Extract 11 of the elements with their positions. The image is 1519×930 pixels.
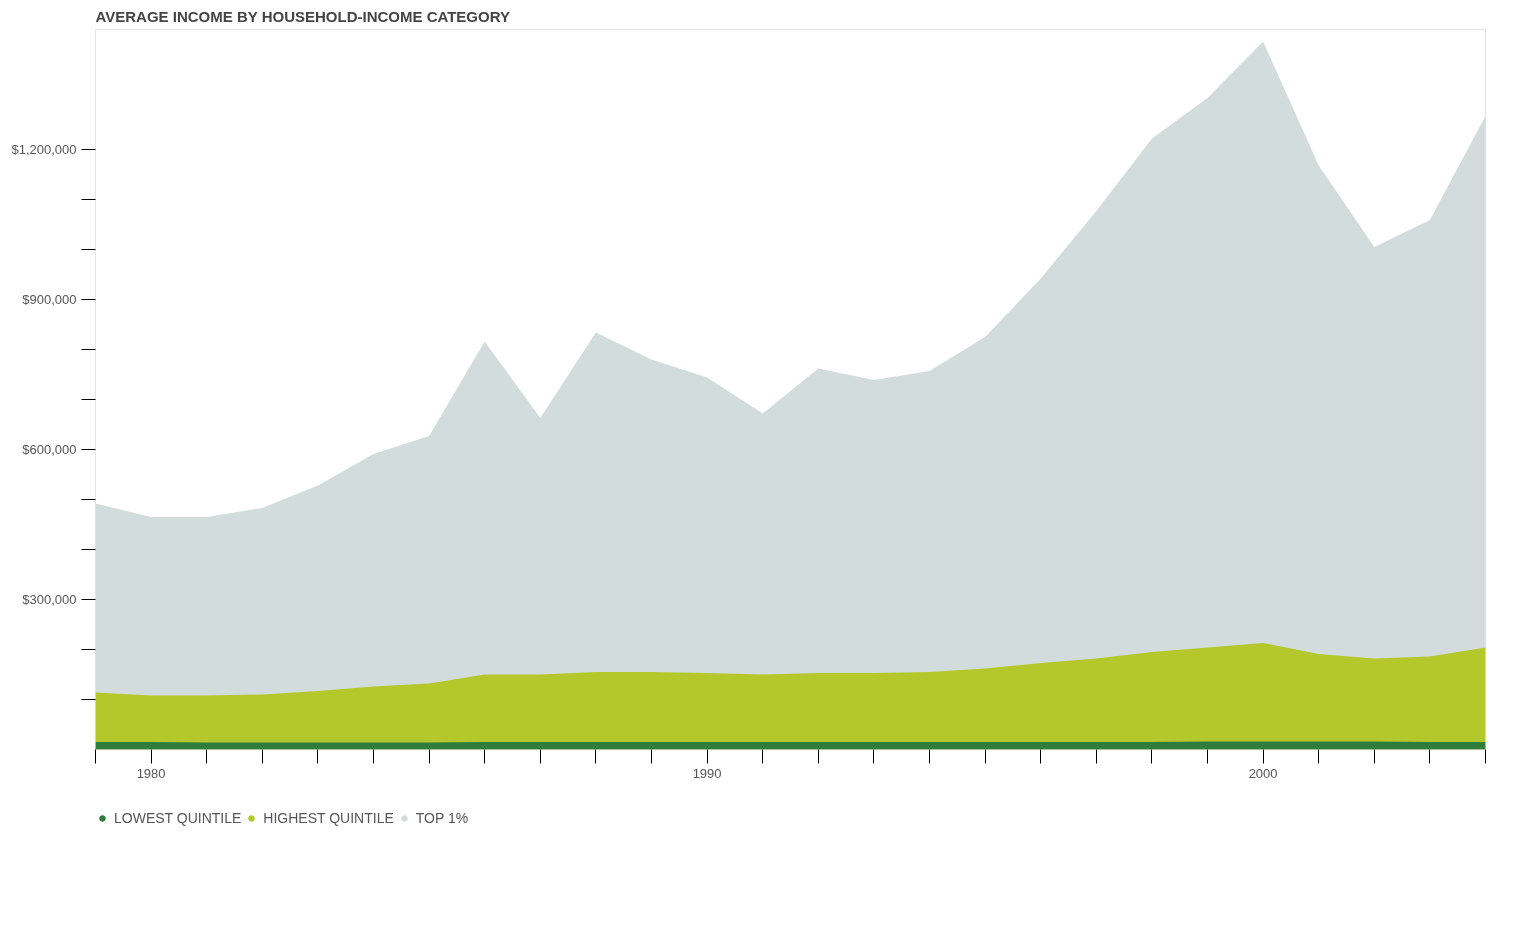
chart-title: AVERAGE INCOME BY HOUSEHOLD-INCOME CATEGORY: [95, 7, 510, 25]
y-tick-label: $1,200,000: [11, 142, 77, 157]
y-tick-label: $600,000: [22, 442, 77, 457]
legend-label: TOP 1%: [415, 810, 469, 826]
x-tick-label: 2000: [1248, 765, 1278, 781]
y-tick-label: $900,000: [22, 292, 77, 307]
x-tick-label: 1990: [692, 765, 722, 781]
x-tick-label: 1980: [136, 765, 166, 781]
legend-label: LOWEST QUINTILE: [114, 810, 242, 826]
y-tick-label: $300,000: [22, 592, 77, 607]
legend-label: HIGHEST QUINTILE: [263, 810, 394, 826]
